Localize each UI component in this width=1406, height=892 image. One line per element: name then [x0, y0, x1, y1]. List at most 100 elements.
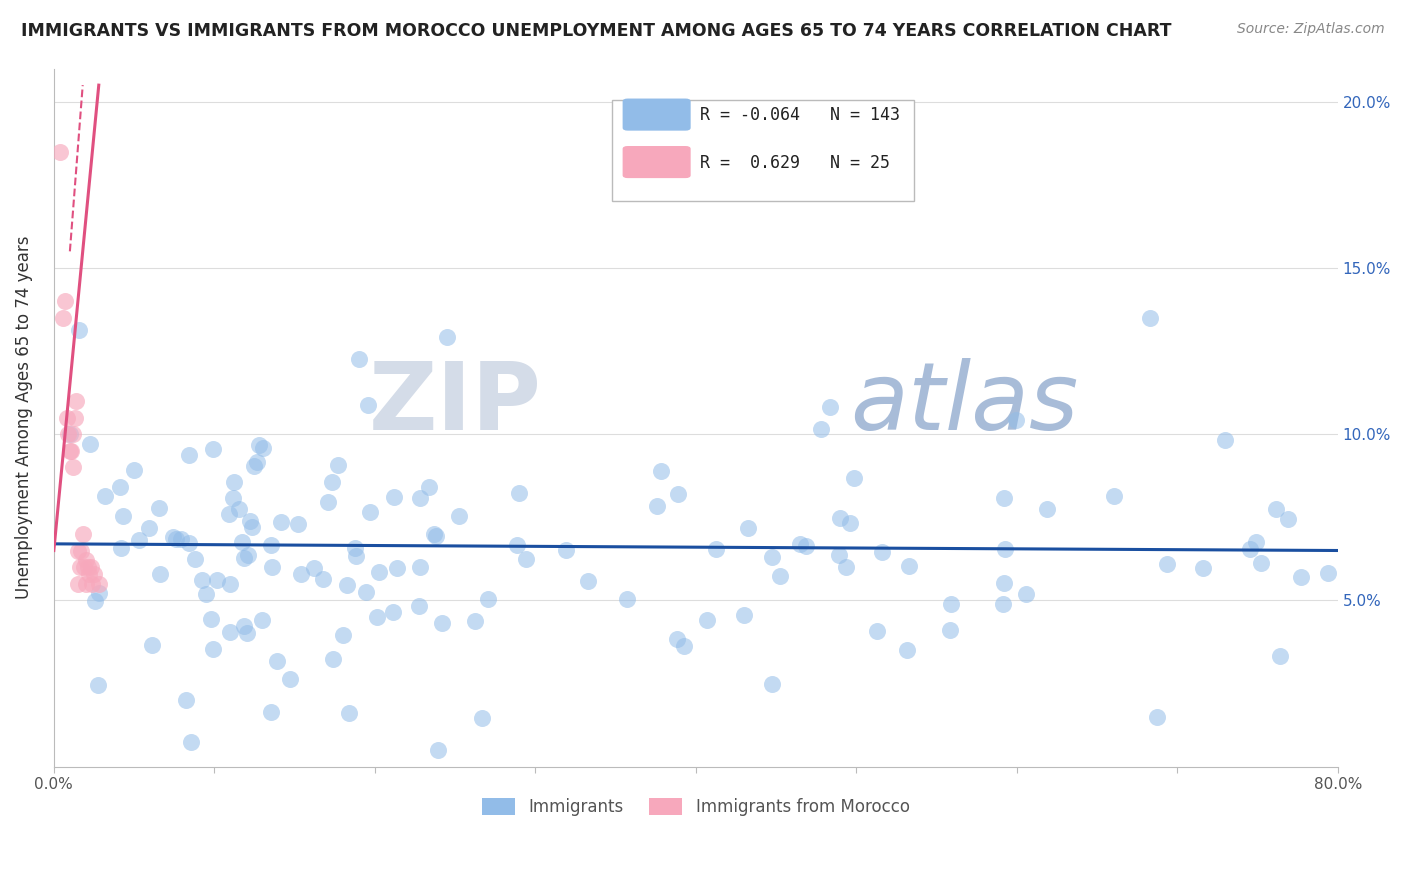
- Point: [842, 471, 865, 485]
- Point: [128, 533, 150, 547]
- Point: [239, 515, 262, 529]
- Text: IMMIGRANTS VS IMMIGRANTS FROM MOROCCO UNEMPLOYMENT AMONG AGES 65 TO 74 YEARS COR: IMMIGRANTS VS IMMIGRANTS FROM MOROCCO UN…: [21, 22, 1171, 40]
- Point: [60, 443, 83, 458]
- Point: [84, 594, 107, 608]
- Point: [423, 527, 446, 541]
- Point: [1139, 310, 1161, 325]
- Point: [224, 475, 246, 489]
- Point: [218, 507, 240, 521]
- Point: [235, 626, 257, 640]
- Point: [872, 545, 894, 559]
- Point: [75, 576, 97, 591]
- Point: [111, 508, 134, 523]
- Point: [839, 516, 862, 531]
- Point: [55, 410, 77, 425]
- Point: [79, 437, 101, 451]
- Point: [993, 491, 1015, 505]
- Point: [240, 520, 263, 534]
- Point: [202, 442, 225, 457]
- Point: [228, 502, 250, 516]
- Point: [246, 454, 269, 468]
- Point: [359, 505, 381, 519]
- Point: [73, 560, 96, 574]
- Point: [191, 573, 214, 587]
- Point: [322, 652, 344, 666]
- Point: [83, 566, 105, 581]
- FancyBboxPatch shape: [613, 100, 914, 202]
- Point: [993, 575, 1015, 590]
- Point: [242, 458, 264, 473]
- Point: [75, 553, 97, 567]
- Point: [835, 559, 858, 574]
- Point: [180, 734, 202, 748]
- Point: [616, 592, 638, 607]
- Point: [332, 627, 354, 641]
- Point: [63, 410, 86, 425]
- Point: [436, 329, 458, 343]
- Point: [426, 743, 449, 757]
- Point: [818, 400, 841, 414]
- Point: [316, 495, 339, 509]
- Point: [148, 500, 170, 515]
- Point: [761, 677, 783, 691]
- Point: [1239, 542, 1261, 557]
- Point: [72, 527, 94, 541]
- Point: [464, 614, 486, 628]
- Point: [205, 574, 228, 588]
- Point: [52, 310, 75, 325]
- Point: [897, 558, 920, 573]
- Point: [409, 491, 432, 505]
- Text: atlas: atlas: [849, 358, 1078, 449]
- Point: [368, 565, 391, 579]
- Point: [737, 521, 759, 535]
- Point: [177, 448, 200, 462]
- Point: [312, 572, 335, 586]
- Point: [218, 625, 240, 640]
- Point: [233, 550, 256, 565]
- Point: [336, 578, 359, 592]
- Point: [53, 294, 76, 309]
- Point: [382, 490, 405, 504]
- Point: [704, 541, 727, 556]
- Point: [290, 566, 312, 581]
- Point: [418, 480, 440, 494]
- Point: [471, 711, 494, 725]
- Point: [789, 537, 811, 551]
- Point: [430, 616, 453, 631]
- FancyBboxPatch shape: [623, 98, 690, 130]
- Point: [58, 427, 80, 442]
- Point: [233, 619, 256, 633]
- Point: [385, 561, 408, 575]
- Point: [66, 543, 89, 558]
- Point: [280, 672, 302, 686]
- Point: [381, 605, 404, 619]
- Point: [231, 535, 253, 549]
- Point: [830, 510, 852, 524]
- Point: [247, 438, 270, 452]
- Point: [515, 552, 537, 566]
- Point: [69, 323, 91, 337]
- Point: [508, 486, 530, 500]
- Point: [260, 706, 283, 720]
- Point: [1156, 558, 1178, 572]
- Point: [733, 607, 755, 622]
- Point: [366, 609, 388, 624]
- Point: [337, 706, 360, 720]
- Point: [939, 597, 962, 611]
- Point: [82, 576, 104, 591]
- Point: [252, 614, 274, 628]
- Point: [110, 480, 132, 494]
- Point: [170, 532, 193, 546]
- Point: [1146, 710, 1168, 724]
- Point: [302, 561, 325, 575]
- Point: [1192, 561, 1215, 575]
- Point: [69, 560, 91, 574]
- Point: [86, 678, 108, 692]
- Point: [408, 599, 430, 613]
- Point: [260, 560, 283, 574]
- Point: [354, 585, 377, 599]
- Point: [1015, 587, 1038, 601]
- Point: [238, 548, 260, 562]
- Point: [866, 624, 889, 638]
- Point: [761, 549, 783, 564]
